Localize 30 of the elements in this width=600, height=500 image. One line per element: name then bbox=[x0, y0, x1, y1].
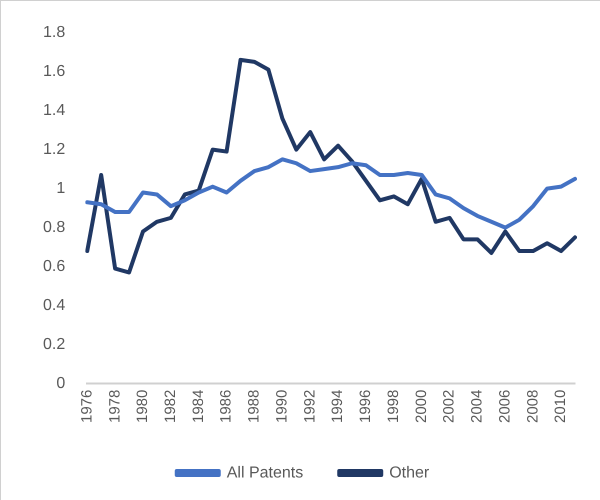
y-tick-label: 0 bbox=[56, 375, 66, 392]
y-tick-label: 0.4 bbox=[42, 297, 66, 314]
y-tick-label: 0.2 bbox=[42, 336, 66, 354]
legend-label: Other bbox=[389, 464, 430, 482]
y-tick-label: 1.2 bbox=[42, 141, 66, 158]
x-tick-label: 1994 bbox=[329, 390, 346, 424]
legend-label: All Patents bbox=[226, 464, 304, 482]
x-tick-label: 1990 bbox=[273, 390, 290, 424]
x-tick-label: 1996 bbox=[357, 390, 374, 424]
x-tick-label: 1978 bbox=[106, 390, 124, 424]
y-tick-label: 1.8 bbox=[42, 24, 66, 42]
x-tick-label: 1982 bbox=[162, 390, 179, 424]
x-tick-label: 2008 bbox=[524, 390, 542, 424]
y-tick-label: 1.6 bbox=[42, 63, 66, 80]
y-tick-label: 1 bbox=[56, 180, 66, 198]
y-tick-label: 0.8 bbox=[42, 219, 66, 236]
x-tick-label: 2004 bbox=[468, 390, 486, 424]
x-tick-label: 1976 bbox=[78, 390, 96, 424]
y-tick-label: 1.4 bbox=[42, 102, 66, 120]
x-tick-label: 1992 bbox=[301, 390, 318, 424]
x-tick-label: 1984 bbox=[190, 390, 207, 424]
x-tick-label: 1980 bbox=[134, 390, 152, 424]
x-tick-label: 1998 bbox=[384, 390, 402, 424]
x-tick-label: 2006 bbox=[496, 390, 514, 424]
y-tick-label: 0.6 bbox=[42, 258, 66, 276]
x-tick-label: 2002 bbox=[440, 390, 458, 424]
x-tick-label: 2000 bbox=[412, 390, 430, 424]
x-tick-label: 1986 bbox=[218, 390, 235, 424]
x-tick-label: 1988 bbox=[246, 390, 263, 424]
x-tick-label: 2010 bbox=[552, 390, 570, 424]
